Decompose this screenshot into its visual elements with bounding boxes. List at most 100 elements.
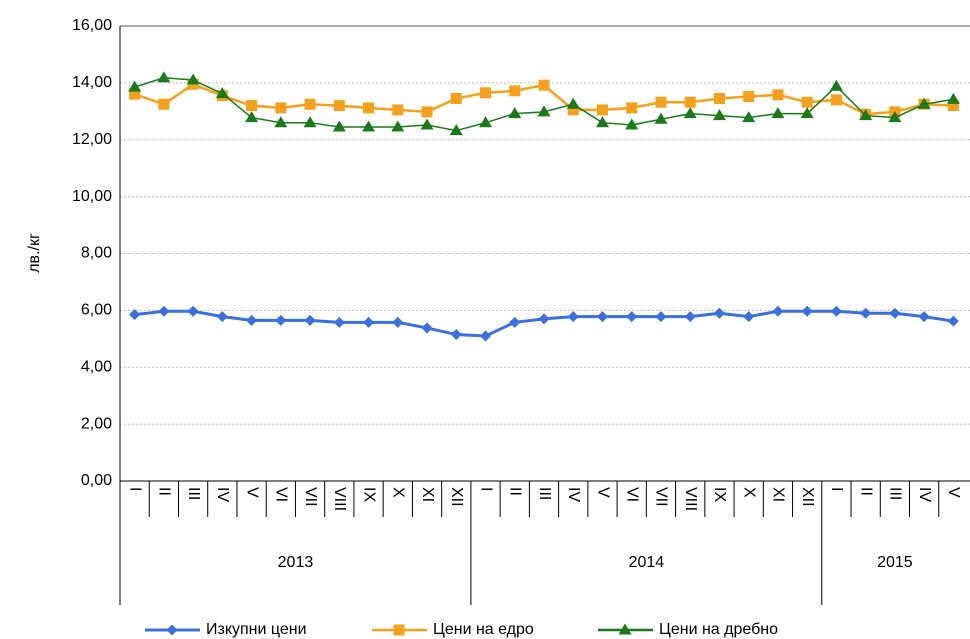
data-point	[625, 118, 639, 130]
data-point	[772, 305, 784, 317]
data-point	[626, 102, 638, 114]
data-point	[860, 307, 872, 319]
data-point	[246, 100, 258, 112]
data-point	[596, 104, 608, 116]
data-point	[509, 316, 521, 328]
x-tick-label: VI	[273, 487, 290, 502]
data-point	[158, 305, 170, 317]
y-tick-label: 6,00	[81, 302, 112, 319]
x-tick-label: XII	[799, 487, 816, 507]
data-point	[655, 311, 667, 323]
x-tick-label: IV	[214, 487, 231, 502]
legend-marker	[166, 624, 178, 636]
data-point	[771, 107, 785, 119]
x-tick-label: I	[828, 487, 845, 491]
data-point	[450, 93, 462, 105]
data-point	[275, 314, 287, 326]
data-point	[654, 112, 668, 124]
x-tick-label: IX	[711, 487, 728, 502]
data-point	[333, 316, 345, 328]
data-point	[684, 311, 696, 323]
data-point	[363, 316, 375, 328]
x-tick-label: III	[887, 487, 904, 500]
data-point	[567, 311, 579, 323]
data-point	[275, 102, 287, 114]
data-point	[772, 89, 784, 101]
data-point	[392, 104, 404, 116]
x-tick-label: VIII	[331, 487, 348, 511]
data-point	[743, 91, 755, 103]
y-tick-label: 16,00	[72, 17, 112, 34]
data-point	[889, 307, 901, 319]
data-point	[538, 79, 550, 91]
x-tick-label: V	[243, 487, 260, 498]
data-point	[888, 111, 902, 123]
group-label: 2014	[629, 554, 665, 571]
data-point	[829, 79, 843, 91]
x-tick-label: II	[507, 487, 524, 496]
data-point	[684, 96, 696, 108]
y-tick-label: 12,00	[72, 131, 112, 148]
data-point	[333, 100, 345, 112]
x-tick-label: V	[594, 487, 611, 498]
y-tick-label: 14,00	[72, 74, 112, 91]
data-point	[421, 322, 433, 334]
data-point	[362, 120, 376, 132]
data-point	[303, 116, 317, 128]
x-tick-label: II	[857, 487, 874, 496]
group-label: 2013	[278, 554, 314, 571]
y-tick-label: 2,00	[81, 415, 112, 432]
data-point	[538, 313, 550, 325]
x-tick-label: VI	[623, 487, 640, 502]
x-tick-label: X	[740, 487, 757, 498]
data-point	[801, 96, 813, 108]
x-tick-label: I	[126, 487, 143, 491]
x-tick-label: V	[945, 487, 962, 498]
y-tick-label: 0,00	[81, 472, 112, 489]
data-point	[186, 73, 200, 85]
data-point	[742, 111, 756, 123]
data-point	[626, 311, 638, 323]
legend-marker	[618, 623, 632, 635]
data-point	[830, 305, 842, 317]
x-tick-label: I	[477, 487, 494, 491]
data-point	[215, 87, 229, 99]
y-tick-label: 4,00	[81, 358, 112, 375]
data-point	[245, 111, 259, 123]
x-tick-label: IV	[565, 487, 582, 502]
data-point	[566, 97, 580, 109]
data-point	[713, 307, 725, 319]
data-point	[917, 97, 931, 109]
x-tick-label: IV	[916, 487, 933, 502]
x-tick-label: VII	[302, 487, 319, 507]
data-point	[683, 107, 697, 119]
data-point	[216, 311, 228, 323]
data-point	[596, 311, 608, 323]
legend-marker	[393, 624, 405, 636]
x-tick-label: VII	[653, 487, 670, 507]
data-point	[801, 305, 813, 317]
data-point	[274, 116, 288, 128]
legend-label: Изкупни цени	[206, 621, 307, 638]
x-tick-label: III	[185, 487, 202, 500]
legend-label: Цени на едро	[433, 621, 534, 638]
data-point	[304, 98, 316, 110]
x-tick-label: XII	[448, 487, 465, 507]
data-point	[332, 120, 346, 132]
y-tick-label: 10,00	[72, 188, 112, 205]
data-point	[946, 92, 960, 104]
data-point	[595, 116, 609, 128]
data-point	[509, 85, 521, 97]
x-tick-label: XI	[419, 487, 436, 502]
data-point	[918, 311, 930, 323]
data-point	[508, 107, 522, 119]
data-point	[363, 102, 375, 114]
data-point	[743, 311, 755, 323]
data-point	[128, 80, 142, 92]
data-point	[449, 124, 463, 136]
data-point	[450, 329, 462, 341]
x-tick-label: IX	[360, 487, 377, 502]
data-point	[480, 87, 492, 99]
data-point	[246, 314, 258, 326]
